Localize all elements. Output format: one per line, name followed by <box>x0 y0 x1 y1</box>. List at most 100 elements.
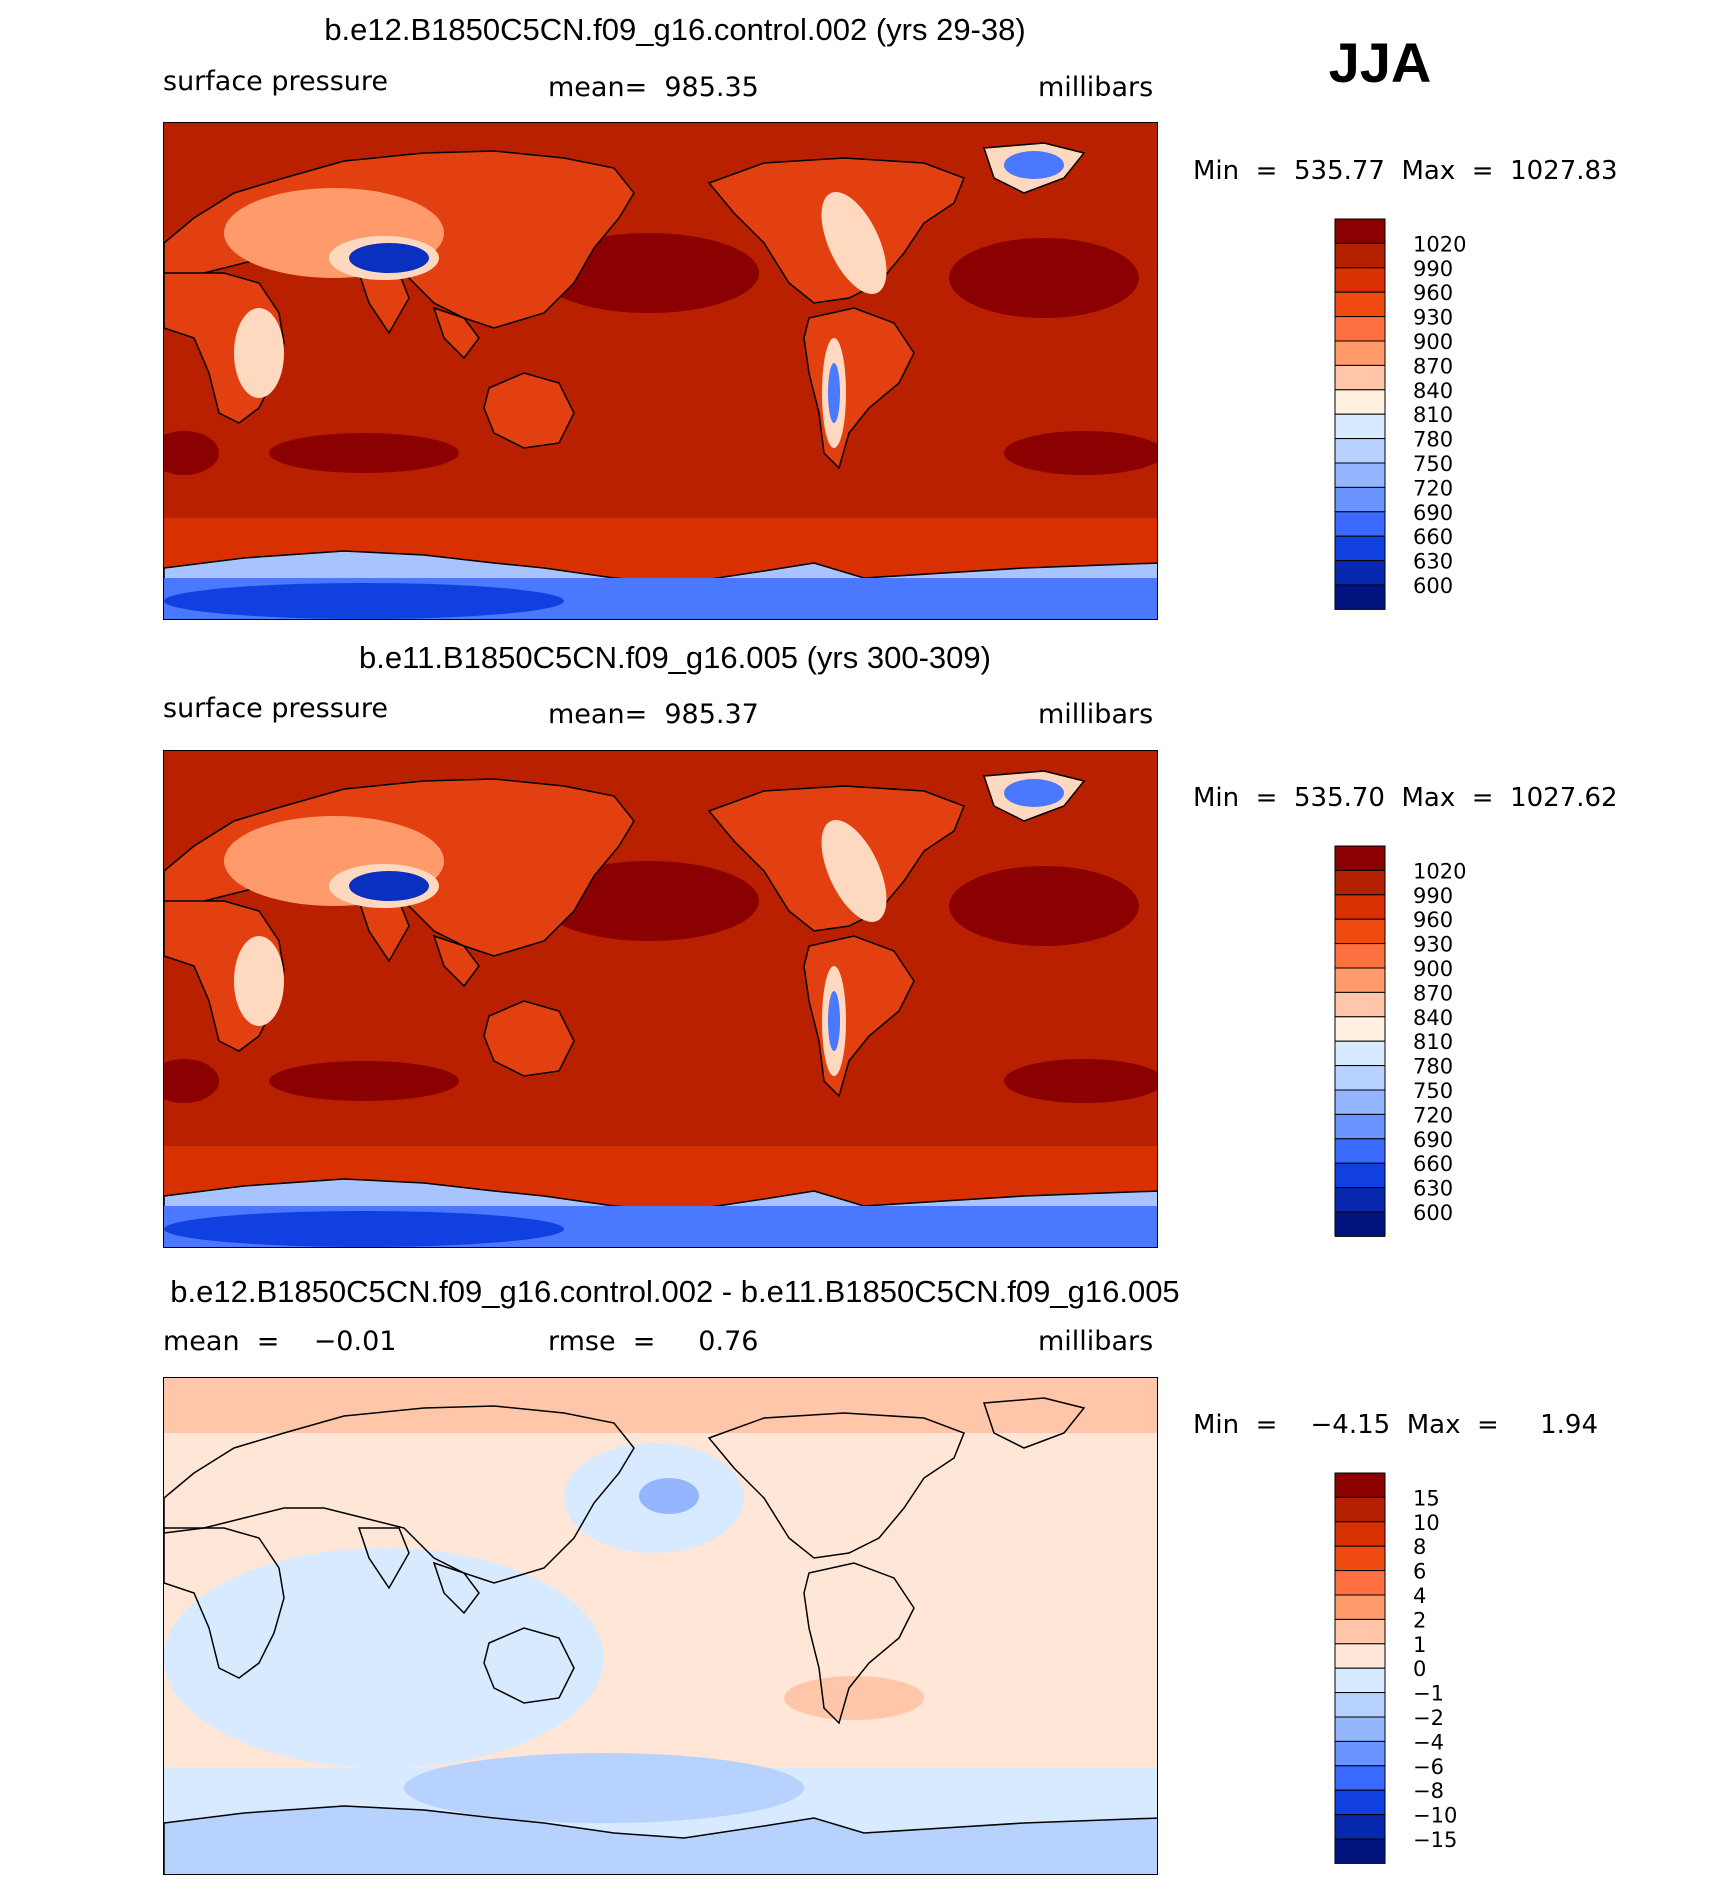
colorbar-swatch <box>1334 462 1386 488</box>
colorbar-swatch <box>1334 1162 1386 1189</box>
greenland-ice-sheet <box>1004 779 1064 807</box>
colorbar-swatch <box>1334 1594 1386 1620</box>
panel-2-colorbar: 1020 990 960 930 900 870 840 810 780 750 720 690 660… <box>1334 845 1475 1238</box>
colorbar-swatch <box>1334 1643 1386 1669</box>
colorbar-tick-label: 1 <box>1413 1633 1426 1657</box>
colorbar-swatch <box>1334 1496 1386 1523</box>
panel-2-colorbar-svg: 1020990960930900870840810780750720690660… <box>1334 845 1466 1237</box>
colorbar-swatch <box>1334 1570 1386 1596</box>
panel-1-colorbar: 1020 990 960 930 900 870 840 810 780 750 720 690 660… <box>1334 218 1475 611</box>
south-pacific-positive <box>784 1676 924 1720</box>
season-label: JJA <box>1328 31 1432 94</box>
panel-1-minmax: Min = 535.77 Max = 1027.83 <box>1193 156 1618 186</box>
colorbar-swatch <box>1334 364 1386 391</box>
panel-3-title: b.e12.B1850C5CN.f09_g16.control.002 - b.… <box>170 1274 1180 1309</box>
panel-3-colorbar: 15 10 8 6 4 2 1 0 −1 −2 −4 −6 −8 −10 −15 <box>1334 1472 1475 1865</box>
colorbar-swatch <box>1334 1545 1386 1572</box>
seasia-land <box>432 306 480 360</box>
colorbar-tick-label: 990 <box>1413 884 1453 908</box>
colorbar-tick-label: 720 <box>1413 476 1453 500</box>
panel-1-mean-label: mean= 985.35 <box>548 72 759 103</box>
colorbar-swatch <box>1334 1065 1386 1091</box>
colorbar-tick-label: 930 <box>1413 933 1453 957</box>
colorbar-tick-label: 660 <box>1413 1152 1453 1176</box>
colorbar-swatch <box>1334 560 1386 586</box>
north-atlantic-high <box>949 866 1139 946</box>
panel-1-variable-label: surface pressure <box>163 66 388 97</box>
colorbar-tick-label: 690 <box>1413 501 1453 525</box>
north-pacific-high <box>539 233 759 313</box>
colorbar-tick-label: 8 <box>1413 1535 1426 1559</box>
colorbar-tick-label: −6 <box>1413 1755 1444 1779</box>
colorbar-tick-label: 660 <box>1413 525 1453 549</box>
colorbar-swatch <box>1334 1472 1386 1498</box>
colorbar-swatch <box>1334 267 1386 293</box>
east-africa-highland <box>234 308 284 398</box>
colorbar-swatch <box>1334 869 1386 896</box>
australia-land <box>483 372 575 449</box>
panel-2-variable-label: surface pressure <box>163 693 388 724</box>
panel-1-map-svg <box>164 123 1157 619</box>
colorbar-swatch <box>1334 218 1386 244</box>
antarctica-outline <box>164 1805 1157 1874</box>
colorbar-tick-label: −1 <box>1413 1682 1444 1706</box>
colorbar-tick-label: 960 <box>1413 908 1453 932</box>
tibet-plateau <box>349 243 429 273</box>
colorbar-swatch <box>1334 340 1386 366</box>
samerica-outline <box>803 1562 915 1725</box>
colorbar-tick-label: 780 <box>1413 1055 1453 1079</box>
colorbar-swatch <box>1334 1765 1386 1791</box>
colorbar-swatch <box>1334 1716 1386 1742</box>
panel-2-mean-label: mean= 985.37 <box>548 699 759 730</box>
colorbar-tick-label: 870 <box>1413 354 1453 378</box>
colorbar-tick-label: 930 <box>1413 306 1453 330</box>
panel-2-title: b.e11.B1850C5CN.f09_g16.005 (yrs 300-309… <box>359 640 991 675</box>
colorbar-tick-label: 780 <box>1413 428 1453 452</box>
colorbar-tick-label: 15 <box>1413 1486 1440 1510</box>
colorbar-swatch <box>1334 1618 1386 1645</box>
colorbar-tick-label: −2 <box>1413 1706 1444 1730</box>
colorbar-tick-label: 630 <box>1413 550 1453 574</box>
colorbar-tick-label: 1020 <box>1413 232 1466 256</box>
southern-ocean-negative <box>404 1753 804 1823</box>
colorbar-swatch <box>1334 991 1386 1018</box>
panel-3-map-svg <box>164 1378 1157 1874</box>
namerica-outline <box>707 1412 965 1559</box>
colorbar-swatch <box>1334 1113 1386 1140</box>
colorbar-swatch <box>1334 242 1386 269</box>
panel-3-minmax: Min = −4.15 Max = 1.94 <box>1193 1410 1598 1440</box>
australia-land <box>483 1000 575 1077</box>
africa-outline <box>164 1527 285 1679</box>
colorbar-tick-label: 4 <box>1413 1584 1426 1608</box>
colorbar-swatch <box>1334 1089 1386 1115</box>
colorbar-tick-label: 990 <box>1413 257 1453 281</box>
south-atlantic-high <box>1004 1059 1157 1103</box>
colorbar-swatch <box>1334 1040 1386 1067</box>
colorbar-swatch <box>1334 438 1386 464</box>
south-indian-high <box>269 433 459 473</box>
colorbar-swatch <box>1334 1692 1386 1718</box>
panel-2-minmax: Min = 535.70 Max = 1027.62 <box>1193 783 1618 813</box>
colorbar-swatch <box>1334 1138 1386 1164</box>
colorbar-swatch <box>1334 918 1386 945</box>
colorbar-tick-label: 720 <box>1413 1103 1453 1127</box>
tibet-plateau <box>349 871 429 901</box>
colorbar-swatch <box>1334 943 1386 969</box>
australia-outline <box>483 1627 575 1704</box>
colorbar-swatch <box>1334 1740 1386 1767</box>
rocky-mountains <box>821 820 887 922</box>
colorbar-tick-label: 840 <box>1413 1006 1453 1030</box>
colorbar-tick-label: 2 <box>1413 1608 1426 1632</box>
seasia-land <box>432 934 480 988</box>
colorbar-tick-label: 630 <box>1413 1177 1453 1201</box>
panel-1-map <box>163 122 1158 620</box>
colorbar-swatch <box>1334 1789 1386 1816</box>
indian-ocean-negative <box>164 1548 604 1768</box>
seasia-outline <box>432 1561 480 1615</box>
greenland-ice-sheet <box>1004 151 1064 179</box>
colorbar-swatch <box>1334 1814 1386 1840</box>
south-atlantic-high-west <box>164 431 219 475</box>
colorbar-tick-label: 900 <box>1413 330 1453 354</box>
colorbar-tick-label: 960 <box>1413 281 1453 305</box>
east-africa-highland <box>234 936 284 1026</box>
